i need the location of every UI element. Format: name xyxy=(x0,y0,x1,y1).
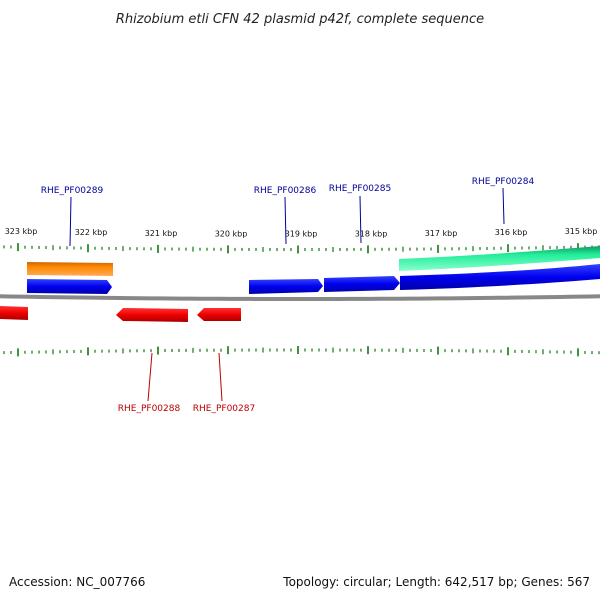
cds-forward-rhe-pf00289[interactable] xyxy=(27,279,112,294)
leader-line-rhe-pf00288 xyxy=(147,352,153,402)
scale-label: 315 kbp xyxy=(565,227,598,236)
outer-tick-ruler xyxy=(3,243,600,254)
cds-forward-rhe-pf00285[interactable] xyxy=(324,276,400,292)
cds-reverse-rhe-pf00288[interactable] xyxy=(116,308,188,322)
gene-label-rhe-pf00286[interactable]: RHE_PF00286 xyxy=(254,186,317,196)
leader-line-rhe-pf00289 xyxy=(69,196,72,247)
inner-tick-ruler xyxy=(3,346,600,357)
cds-reverse-rhe-pf00287[interactable] xyxy=(197,308,241,321)
gene-label-rhe-pf00289[interactable]: RHE_PF00289 xyxy=(41,186,104,196)
leader-line-rhe-pf00284 xyxy=(502,187,505,225)
sequence-summary-text: Topology: circular; Length: 642,517 bp; … xyxy=(282,575,590,589)
green-feature[interactable] xyxy=(399,246,600,271)
scale-label: 320 kbp xyxy=(215,229,248,238)
gene-label-rhe-pf00285[interactable]: RHE_PF00285 xyxy=(329,184,391,194)
scale-label: 317 kbp xyxy=(425,229,458,238)
accession-text: Accession: NC_007766 xyxy=(9,575,145,589)
cds-reverse-partial[interactable] xyxy=(0,306,28,320)
map-title: Rhizobium etli CFN 42 plasmid p42f, comp… xyxy=(116,12,484,27)
scale-label: 323 kbp xyxy=(5,227,38,236)
leader-line-rhe-pf00286 xyxy=(284,196,287,245)
gene-label-rhe-pf00284[interactable]: RHE_PF00284 xyxy=(472,177,535,187)
gene-label-rhe-pf00287[interactable]: RHE_PF00287 xyxy=(193,404,255,414)
orange-feature[interactable] xyxy=(27,262,113,276)
sequence-backbone xyxy=(0,294,600,301)
scale-labels: 323 kbp 322 kbp 321 kbp 320 kbp 319 kbp 318 k… xyxy=(5,227,598,238)
scale-label: 316 kbp xyxy=(495,228,528,237)
leader-line-rhe-pf00287 xyxy=(218,352,223,402)
cds-forward-rhe-pf00286[interactable] xyxy=(249,279,323,294)
gene-label-rhe-pf00288[interactable]: RHE_PF00288 xyxy=(118,404,181,414)
scale-label: 321 kbp xyxy=(145,229,178,238)
scale-label: 318 kbp xyxy=(355,229,388,238)
scale-label: 322 kbp xyxy=(75,228,108,237)
leader-line-rhe-pf00285 xyxy=(359,195,362,244)
scale-label: 319 kbp xyxy=(285,229,318,238)
cds-forward-rhe-pf00284[interactable] xyxy=(400,264,600,290)
